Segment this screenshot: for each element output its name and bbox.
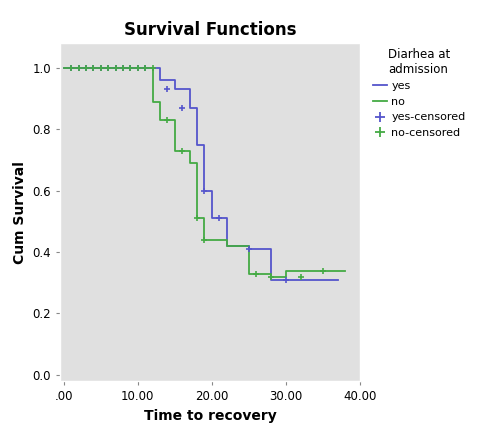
Y-axis label: Cum Survival: Cum Survival — [13, 161, 27, 264]
X-axis label: Time to recovery: Time to recovery — [144, 409, 276, 423]
no-censored — [105, 65, 111, 71]
no-censored — [298, 274, 304, 279]
Line: no-censored: no-censored — [68, 65, 326, 280]
yes — [186, 105, 192, 110]
no — [268, 274, 274, 279]
no-censored — [68, 65, 74, 71]
no — [224, 243, 230, 249]
yes — [194, 105, 200, 110]
yes — [268, 246, 274, 252]
no — [246, 271, 252, 276]
no — [246, 243, 252, 249]
yes-censored — [112, 65, 118, 71]
no — [342, 268, 348, 273]
yes-censored — [68, 65, 74, 71]
no-censored — [268, 274, 274, 279]
yes — [209, 216, 215, 221]
yes — [202, 142, 207, 147]
no — [172, 148, 178, 153]
yes — [224, 216, 230, 221]
no — [194, 216, 200, 221]
yes — [172, 78, 178, 83]
no-censored — [76, 65, 82, 71]
no-censored — [194, 216, 200, 221]
yes-censored — [128, 65, 134, 71]
yes-censored — [142, 65, 148, 71]
Legend: yes, no, yes-censored, no-censored: yes, no, yes-censored, no-censored — [369, 43, 470, 142]
no — [150, 65, 156, 71]
no — [202, 216, 207, 221]
yes — [202, 188, 207, 193]
no — [283, 274, 289, 279]
yes-censored — [90, 65, 96, 71]
no — [268, 271, 274, 276]
yes — [186, 87, 192, 92]
no — [186, 161, 192, 166]
yes-censored — [120, 65, 126, 71]
yes — [60, 65, 66, 71]
yes-censored — [76, 65, 82, 71]
yes-censored — [98, 65, 103, 71]
no — [60, 65, 66, 71]
yes — [224, 243, 230, 249]
no — [150, 99, 156, 104]
no-censored — [128, 65, 134, 71]
no — [172, 117, 178, 123]
yes — [335, 277, 341, 282]
yes — [194, 142, 200, 147]
yes — [209, 188, 215, 193]
Line: no: no — [64, 68, 345, 277]
yes-censored — [202, 188, 207, 193]
Title: Survival Functions: Survival Functions — [124, 21, 296, 39]
yes-censored — [164, 87, 170, 92]
yes — [246, 243, 252, 249]
no — [224, 237, 230, 242]
yes-censored — [105, 65, 111, 71]
Line: yes: yes — [64, 68, 338, 280]
yes — [157, 78, 163, 83]
yes — [172, 87, 178, 92]
yes — [268, 277, 274, 282]
no-censored — [98, 65, 103, 71]
yes-censored — [179, 105, 185, 110]
no — [157, 117, 163, 123]
no-censored — [320, 268, 326, 273]
yes-censored — [135, 65, 141, 71]
yes — [246, 246, 252, 252]
no-censored — [90, 65, 96, 71]
yes-censored — [283, 277, 289, 282]
no-censored — [83, 65, 89, 71]
no-censored — [135, 65, 141, 71]
yes-censored — [216, 216, 222, 221]
no-censored — [164, 117, 170, 123]
no-censored — [112, 65, 118, 71]
no-censored — [120, 65, 126, 71]
no — [283, 268, 289, 273]
no-censored — [202, 237, 207, 242]
no-censored — [150, 65, 156, 71]
yes-censored — [246, 246, 252, 252]
no — [194, 161, 200, 166]
no — [186, 148, 192, 153]
Line: yes-censored: yes-censored — [68, 65, 290, 283]
no-censored — [179, 148, 185, 153]
no — [202, 237, 207, 242]
yes — [157, 65, 163, 71]
no — [157, 99, 163, 104]
no-censored — [142, 65, 148, 71]
no-censored — [254, 271, 260, 276]
yes-censored — [83, 65, 89, 71]
